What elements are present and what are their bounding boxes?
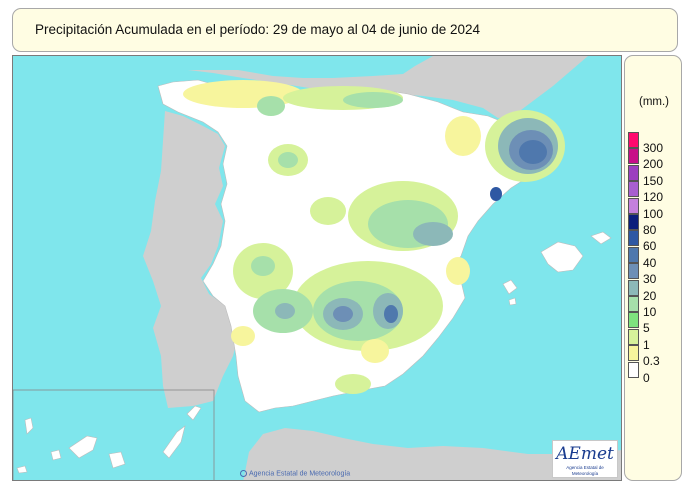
spain-land <box>157 79 559 413</box>
map-title: Precipitación Acumulada en el período: 2… <box>35 22 481 37</box>
la-palma <box>24 417 34 435</box>
legend-swatch <box>628 279 639 296</box>
legend-label: 0.3 <box>643 354 660 369</box>
precip-patch <box>231 326 255 346</box>
precip-patch <box>445 116 481 156</box>
precip-patch <box>257 96 285 116</box>
legend-swatch <box>628 361 639 378</box>
legend-swatch <box>628 164 639 181</box>
africa-land <box>243 428 621 480</box>
legend-label: 40 <box>643 255 657 270</box>
mallorca <box>540 241 584 273</box>
legend-swatch <box>628 263 639 280</box>
precip-patch <box>384 305 398 323</box>
formentera <box>508 297 517 306</box>
legend-label: 5 <box>643 321 650 336</box>
legend-label: 60 <box>643 239 657 254</box>
legend-panel: (mm.) 300 200 150 120 100 80 60 40 30 20 10 5 1 0.3 0 <box>624 55 682 481</box>
precip-patch <box>361 339 389 363</box>
precip-patch <box>333 306 353 322</box>
el-hierro <box>16 465 28 474</box>
precipitation-areas <box>183 80 565 394</box>
legend-swatch <box>628 345 639 362</box>
legend-swatch <box>628 214 639 230</box>
legend-swatch <box>628 197 639 214</box>
precip-patch <box>183 80 303 108</box>
legend-swatch <box>628 246 639 263</box>
legend-label: 10 <box>643 305 657 319</box>
menorca <box>590 231 612 245</box>
legend-swatch <box>628 296 639 312</box>
legend-items: 300 200 150 120 100 80 60 40 30 20 10 5 1 0.3 0 <box>625 56 681 480</box>
legend-label: 0 <box>643 370 650 385</box>
copyright-icon <box>240 470 247 477</box>
legend-label: 20 <box>643 288 657 303</box>
legend-label: 300 <box>643 141 664 155</box>
tenerife <box>68 435 98 459</box>
precip-patch <box>446 257 470 285</box>
legend-swatch <box>628 181 639 198</box>
ibiza <box>502 279 518 295</box>
precip-patch <box>490 187 502 201</box>
title-box: Precipitación Acumulada en el período: 2… <box>12 8 678 52</box>
precipitation-map <box>13 56 621 480</box>
legend-label: 1 <box>643 337 650 352</box>
precip-patch <box>519 140 547 164</box>
aemet-logo: AEmet Agencia Estatal de Meteorología <box>552 440 618 478</box>
legend-swatch <box>628 132 639 148</box>
legend-label: 100 <box>643 206 664 221</box>
france-land <box>188 56 588 118</box>
legend-label: 30 <box>643 272 657 287</box>
portugal-land <box>143 111 238 408</box>
credit-text: Agencia Estatal de Meteorología <box>240 470 350 477</box>
legend-swatch <box>628 328 639 345</box>
fuerteventura <box>162 425 186 459</box>
canary-inset-frame <box>13 389 215 480</box>
legend-label: 200 <box>643 157 664 172</box>
precip-patch <box>278 152 298 168</box>
logo-word: AEmet <box>556 444 614 464</box>
la-gomera <box>50 449 62 461</box>
credit-label: Agencia Estatal de Meteorología <box>249 470 351 478</box>
logo-subtitle: Agencia Estatal de Meteorología <box>566 465 604 476</box>
legend-swatch <box>628 312 639 329</box>
legend-label: 120 <box>643 190 664 205</box>
legend-unit: (mm.) <box>639 96 670 108</box>
lanzarote <box>186 405 202 421</box>
gran-canaria <box>108 451 126 469</box>
precip-patch <box>275 303 295 319</box>
legend-swatch <box>628 148 639 165</box>
legend-label: 80 <box>643 223 657 237</box>
precip-patch <box>413 222 453 246</box>
precip-patch <box>335 374 371 394</box>
canary-islands <box>16 405 202 474</box>
legend-swatch <box>628 230 639 247</box>
map-frame <box>12 55 622 481</box>
precip-patch <box>343 92 403 108</box>
precip-patch <box>310 197 346 225</box>
precip-patch <box>251 256 275 276</box>
legend-label: 150 <box>643 173 664 188</box>
